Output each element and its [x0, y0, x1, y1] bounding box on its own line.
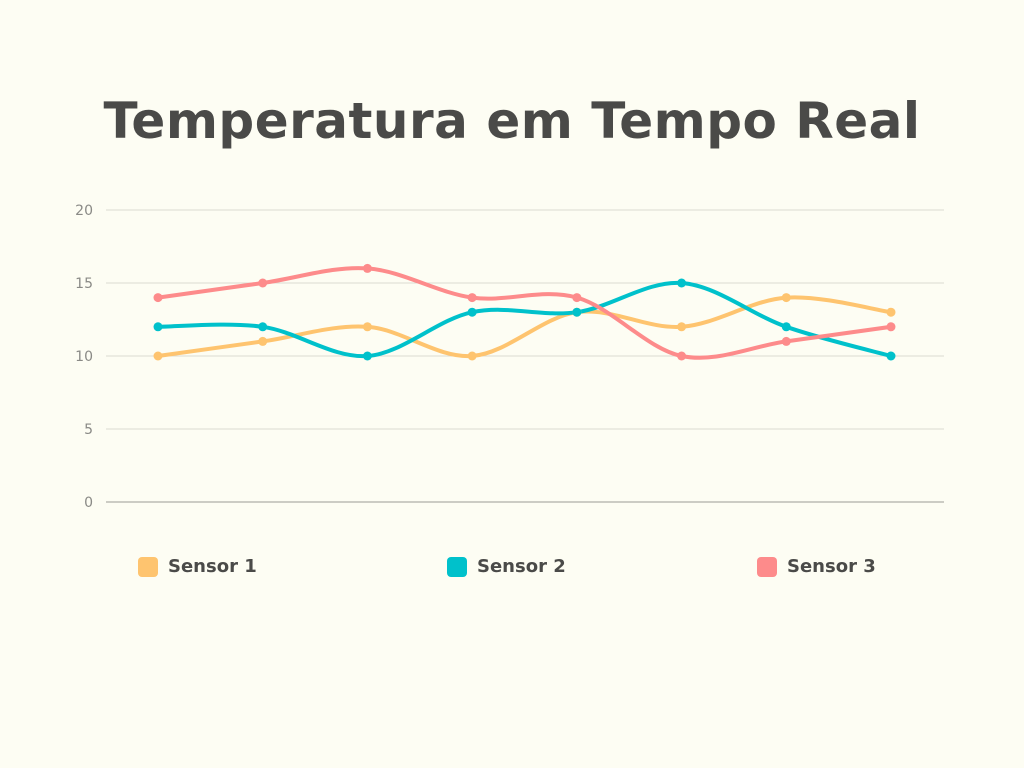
data-point-sensor-2-7 [781, 322, 791, 332]
y-tick-label-20: 20 [75, 203, 93, 219]
y-tick-label-0: 0 [84, 495, 93, 511]
legend-label-sensor-2: Sensor 2 [477, 556, 566, 577]
legend-swatch-sensor-3 [757, 556, 777, 577]
data-point-sensor-1-6 [677, 322, 687, 332]
data-point-sensor-2-8 [886, 351, 896, 361]
legend-item-sensor-2: Sensor 2 [447, 556, 566, 577]
data-point-sensor-3-7 [781, 336, 791, 346]
legend-item-sensor-3: Sensor 3 [757, 556, 876, 577]
data-point-sensor-2-1 [153, 322, 163, 332]
data-point-sensor-1-8 [886, 307, 896, 317]
data-point-sensor-2-5 [572, 307, 582, 317]
chart-title: Temperatura em Tempo Real [103, 92, 921, 150]
legend-swatch-sensor-1 [138, 556, 158, 577]
data-point-sensor-3-3 [362, 263, 372, 273]
legend-label-sensor-3: Sensor 3 [787, 556, 876, 577]
data-point-sensor-2-6 [677, 278, 687, 288]
series-lines [156, 266, 893, 360]
data-point-sensor-1-1 [153, 351, 163, 361]
data-point-sensor-3-6 [677, 351, 687, 361]
data-point-sensor-3-2 [258, 278, 268, 288]
series-line-sensor-1 [156, 295, 893, 359]
data-point-sensor-3-8 [886, 322, 896, 332]
series-line-sensor-3 [156, 266, 893, 360]
legend-item-sensor-1: Sensor 1 [138, 556, 257, 577]
data-point-sensor-2-3 [362, 351, 372, 361]
y-tick-label-10: 10 [75, 349, 93, 365]
y-tick-label-15: 15 [75, 276, 93, 292]
legend: Sensor 1 Sensor 2 Sensor 3 [0, 556, 1024, 580]
grid-lines [106, 209, 944, 503]
data-point-sensor-1-7 [781, 293, 791, 303]
data-points [153, 263, 896, 361]
data-point-sensor-3-4 [467, 293, 477, 303]
data-point-sensor-3-5 [572, 293, 582, 303]
data-point-sensor-1-3 [362, 322, 372, 332]
data-point-sensor-1-2 [258, 336, 268, 346]
legend-label-sensor-1: Sensor 1 [168, 556, 257, 577]
data-point-sensor-2-4 [467, 307, 477, 317]
data-point-sensor-3-1 [153, 293, 163, 303]
series-line-sensor-2 [156, 280, 893, 359]
data-point-sensor-2-2 [258, 322, 268, 332]
y-tick-label-5: 5 [84, 422, 93, 438]
y-axis-ticks: 0 5 10 15 20 [75, 203, 93, 511]
data-point-sensor-1-4 [467, 351, 477, 361]
legend-swatch-sensor-2 [447, 556, 467, 577]
